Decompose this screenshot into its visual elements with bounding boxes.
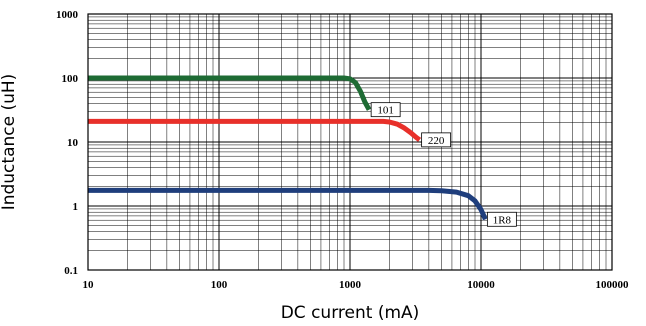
series-label-box [370,102,401,118]
x-tick-label: 10 [83,279,95,291]
x-tick-label: 100 [211,279,228,291]
series-label-box [486,211,517,227]
series-labels: 101 220 1R8 [370,102,517,227]
series-label-box [421,132,452,148]
series-label-text: 101 [377,105,394,117]
series-label-1r8: 1R8 [486,211,517,227]
tick-labels: 10 100 1000 10000 100000 0.1 1 10 100 1000 [56,9,629,291]
y-tick-label: 0.1 [64,265,78,277]
series-label-220: 220 [421,132,452,148]
x-tick-label: 10000 [467,279,495,291]
series-label-text: 1R8 [493,214,512,226]
grid [87,14,612,271]
y-tick-label: 1 [73,201,79,213]
plot-frame [87,13,613,271]
x-tick-label: 100000 [596,279,630,291]
series-line-1r8 [88,187,488,221]
y-tick-label: 100 [62,73,79,85]
series-label-101: 101 [370,102,401,118]
series-line-220 [88,118,422,142]
y-axis-title: Inductance (uH) [0,74,19,211]
series-label-text: 220 [428,135,445,147]
x-axis-title: DC current (mA) [281,303,420,323]
y-tick-label: 1000 [56,9,79,21]
series-curves [88,75,488,221]
series-line-101 [88,75,372,111]
y-tick-label: 10 [67,137,79,149]
x-tick-label: 1000 [339,279,362,291]
